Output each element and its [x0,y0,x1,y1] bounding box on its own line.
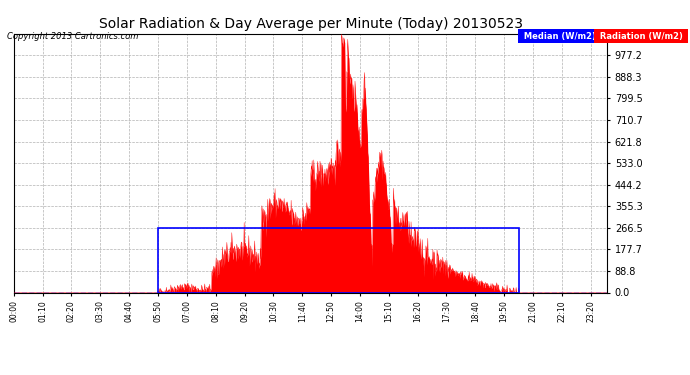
Text: Copyright 2013 Cartronics.com: Copyright 2013 Cartronics.com [7,32,138,41]
Text: Radiation (W/m2): Radiation (W/m2) [597,32,686,41]
Text: Median (W/m2): Median (W/m2) [521,32,599,41]
Title: Solar Radiation & Day Average per Minute (Today) 20130523: Solar Radiation & Day Average per Minute… [99,17,522,31]
Bar [158,228,519,292]
